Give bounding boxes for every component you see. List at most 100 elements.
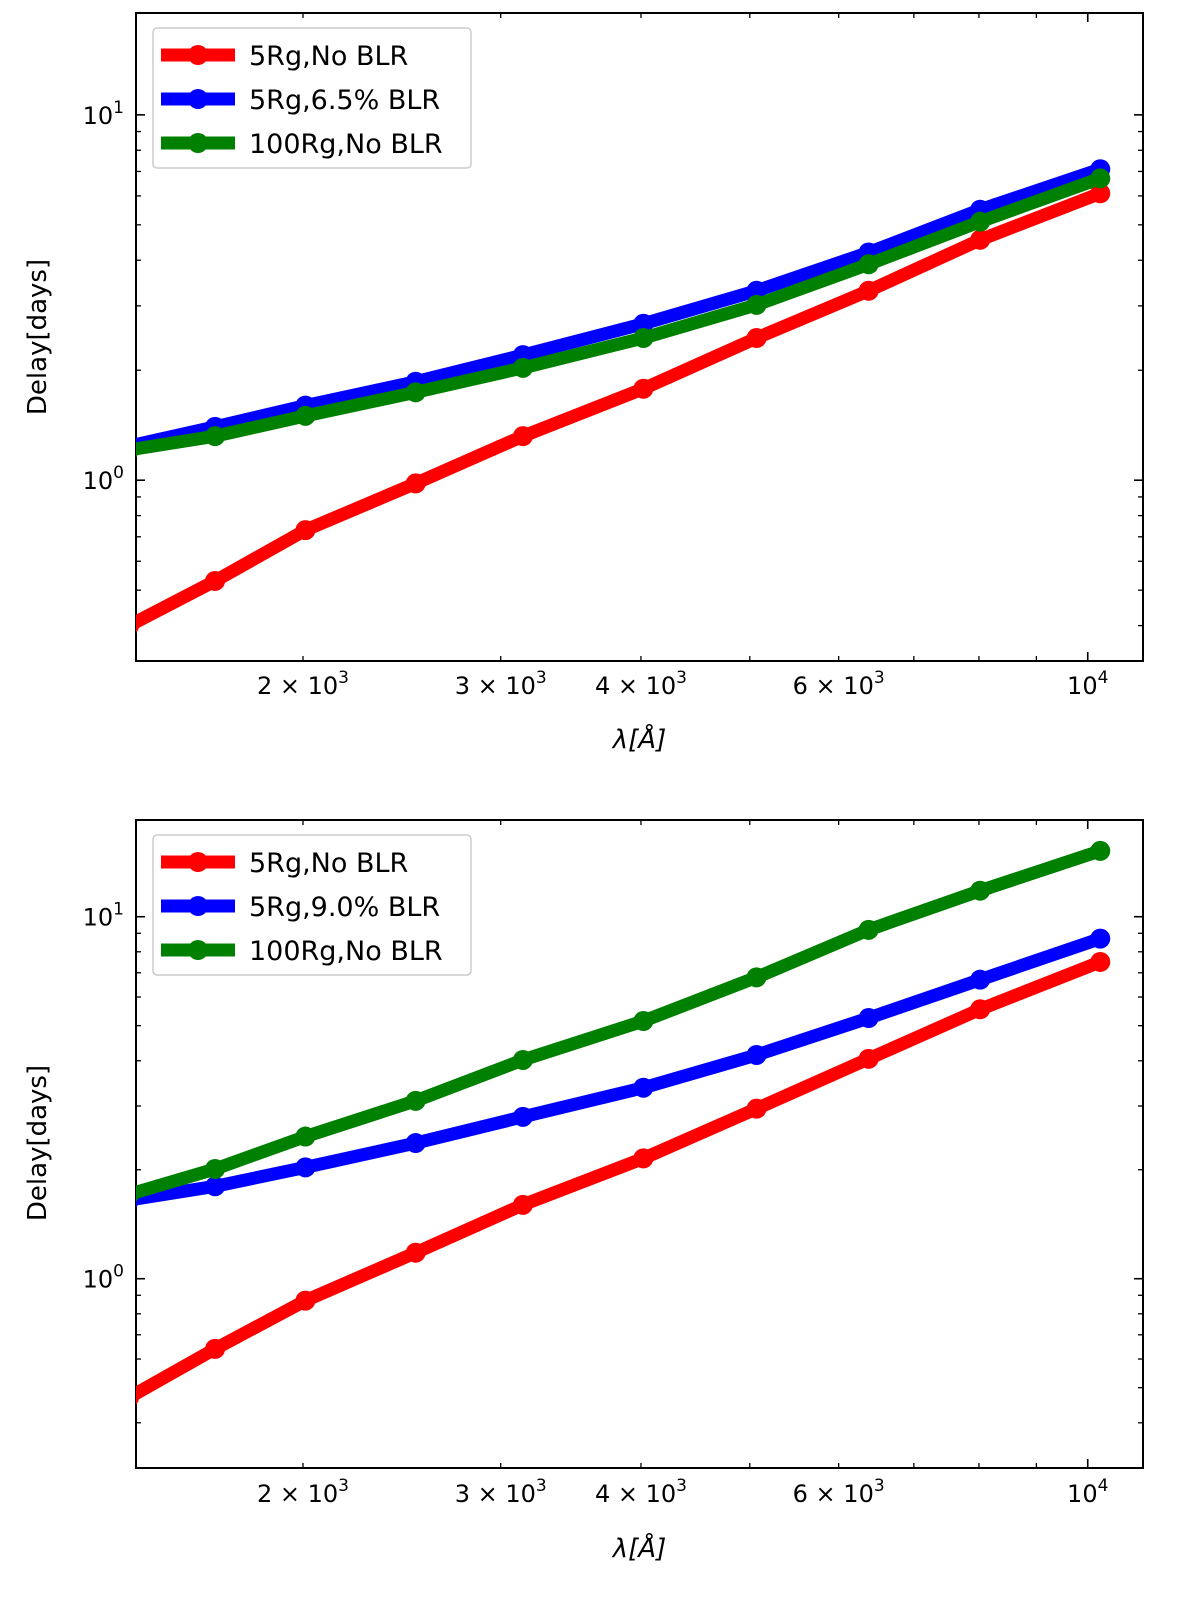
data-point (295, 1157, 316, 1178)
plot-frame (135, 819, 1144, 1469)
data-point (746, 1044, 767, 1065)
legend-label: 5Rg,6.5% BLR (249, 85, 440, 116)
legend-marker (188, 89, 208, 109)
legend-marker (188, 45, 208, 65)
series-line (136, 932, 1103, 1206)
series-line (136, 955, 1103, 1401)
plot-frame (135, 12, 1144, 662)
data-point (746, 328, 767, 349)
data-point (633, 378, 654, 399)
x-tick-label: 4 × 103 (595, 1476, 687, 1508)
data-point (136, 618, 140, 633)
chart-panel-2: 100 101 2 × 103 3 × 103 4 × 103 6 × 103 104 λ[Å… (23, 819, 1144, 1564)
x-tick-label: 3 × 103 (455, 1476, 547, 1508)
data-point (512, 357, 533, 378)
data-point (746, 280, 767, 301)
data-point (405, 473, 426, 494)
legend-label: 100Rg,No BLR (249, 936, 443, 967)
x-tick-label: 2 × 103 (257, 668, 349, 700)
data-point (205, 1176, 226, 1197)
y-tick-label: 101 (83, 98, 124, 130)
data-point (858, 280, 879, 301)
y-minor-ticks (136, 932, 1143, 1469)
legend-label: 5Rg,No BLR (249, 848, 408, 879)
data-point (633, 1148, 654, 1169)
data-point (633, 1077, 654, 1098)
data-point (512, 426, 533, 447)
data-point (970, 229, 991, 250)
series-line (136, 844, 1103, 1200)
data-point (858, 919, 879, 940)
legend-label: 5Rg,No BLR (249, 41, 408, 72)
legend-marker (188, 133, 208, 153)
chart-panel-1: 100 101 2 × 103 3 × 103 4 × 103 6 × 103 104 λ[Å… (23, 12, 1144, 755)
data-point (746, 294, 767, 315)
data-point (970, 211, 991, 232)
data-point (1090, 168, 1111, 189)
x-tick-label: 4 × 103 (595, 668, 687, 700)
data-point (136, 442, 140, 458)
data-point (295, 405, 316, 426)
legend-marker (188, 852, 208, 872)
data-point (858, 1008, 879, 1029)
data-point (136, 1390, 140, 1405)
data-point (512, 1194, 533, 1215)
x-axis-label: λ[Å] (611, 723, 666, 755)
legend-box (152, 834, 472, 976)
data-point (1090, 951, 1111, 972)
x-axis-label: λ[Å] (611, 1532, 666, 1564)
y-tick-label: 100 (83, 1262, 124, 1294)
data-point (970, 999, 991, 1020)
data-point (512, 1106, 533, 1127)
y-axis-label: Delay[days] (23, 259, 53, 415)
data-point (295, 520, 316, 541)
plot-area (136, 159, 1111, 633)
data-point (858, 254, 879, 275)
data-point (205, 570, 226, 591)
data-point (970, 969, 991, 990)
legend-box (152, 27, 472, 169)
data-point (1090, 928, 1111, 949)
x-tick-label: 104 (1067, 668, 1108, 700)
data-point (405, 1090, 426, 1111)
data-point (205, 426, 226, 447)
series-line (136, 163, 1103, 452)
series-line (136, 187, 1103, 630)
legend-label: 100Rg,No BLR (249, 129, 443, 160)
x-tick-label: 3 × 103 (455, 668, 547, 700)
legend-marker (188, 940, 208, 960)
data-point (746, 1098, 767, 1119)
data-point (633, 1011, 654, 1032)
x-tick-label: 2 × 103 (257, 1476, 349, 1508)
legend-label: 5Rg,9.0% BLR (249, 892, 440, 923)
data-point (512, 1049, 533, 1070)
data-point (746, 967, 767, 988)
series-line (136, 172, 1103, 456)
data-point (858, 1048, 879, 1069)
data-point (405, 1242, 426, 1263)
data-point (205, 1158, 226, 1179)
data-point (1090, 840, 1111, 861)
data-point (633, 313, 654, 334)
data-point (1090, 183, 1111, 204)
data-point (405, 1133, 426, 1154)
data-point (405, 382, 426, 403)
plot-area (136, 840, 1111, 1405)
y-tick-label: 101 (83, 900, 124, 932)
y-tick-label: 100 (83, 463, 124, 495)
x-tick-label: 104 (1067, 1476, 1108, 1508)
x-tick-label: 6 × 103 (793, 668, 885, 700)
legend-marker (188, 896, 208, 916)
data-point (633, 328, 654, 349)
data-point (970, 880, 991, 901)
x-tick-label: 6 × 103 (793, 1476, 885, 1508)
data-point (136, 1187, 140, 1202)
data-point (205, 1338, 226, 1359)
data-point (295, 1126, 316, 1147)
data-point (295, 1290, 316, 1311)
y-minor-ticks (136, 130, 1143, 627)
legend: 5Rg,No BLR 5Rg,6.5% BLR 100Rg,No BLR (152, 27, 472, 169)
y-axis-label: Delay[days] (23, 1065, 53, 1221)
legend: 5Rg,No BLR 5Rg,9.0% BLR 100Rg,No BLR (152, 834, 472, 976)
